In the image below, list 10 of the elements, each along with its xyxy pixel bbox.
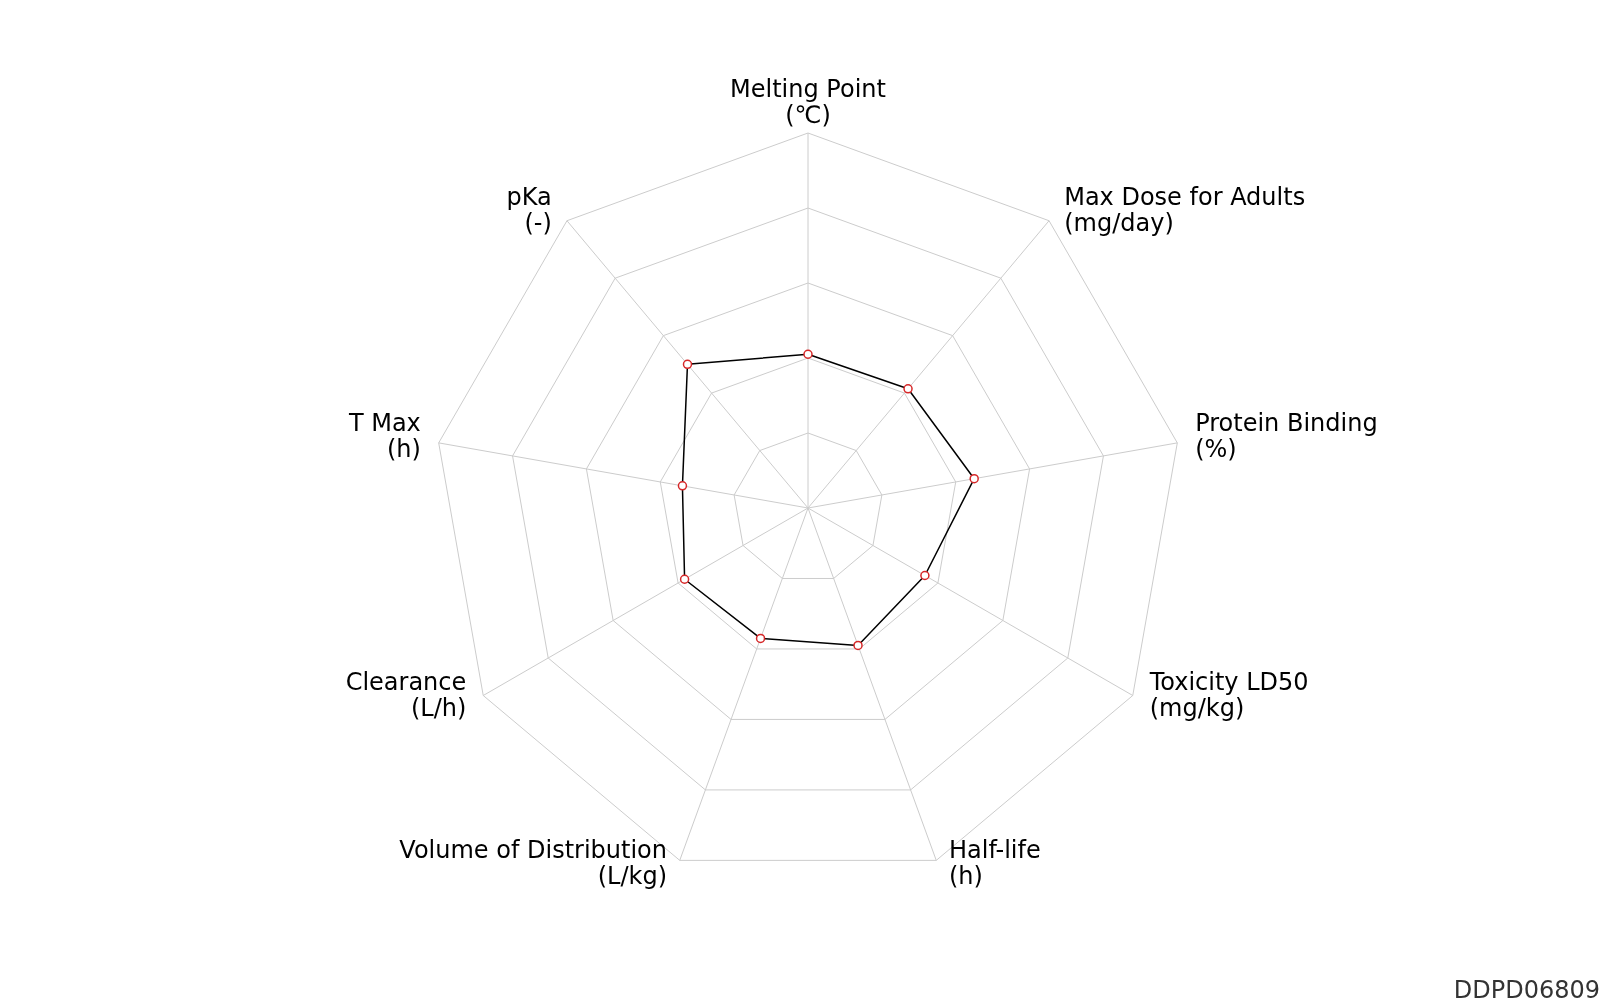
spoke-label: pKa (-) (506, 182, 552, 237)
spoke-label: Melting Point (℃) (730, 75, 886, 129)
spoke-label: Protein Binding (%) (1195, 409, 1378, 464)
spoke-label: Toxicity LD50 (mg/kg) (1148, 667, 1309, 722)
text: DDPD06809 (1453, 976, 1600, 1000)
spoke-label: T Max (h) (347, 409, 421, 464)
spoke-label: Half-life (h) (948, 835, 1041, 890)
spoke-label: Clearance (L/h) (345, 667, 467, 722)
spoke-label: Volume of Distribution (L/kg) (399, 835, 668, 890)
spoke-label: Max Dose for Adults (mg/day) (1064, 182, 1306, 237)
